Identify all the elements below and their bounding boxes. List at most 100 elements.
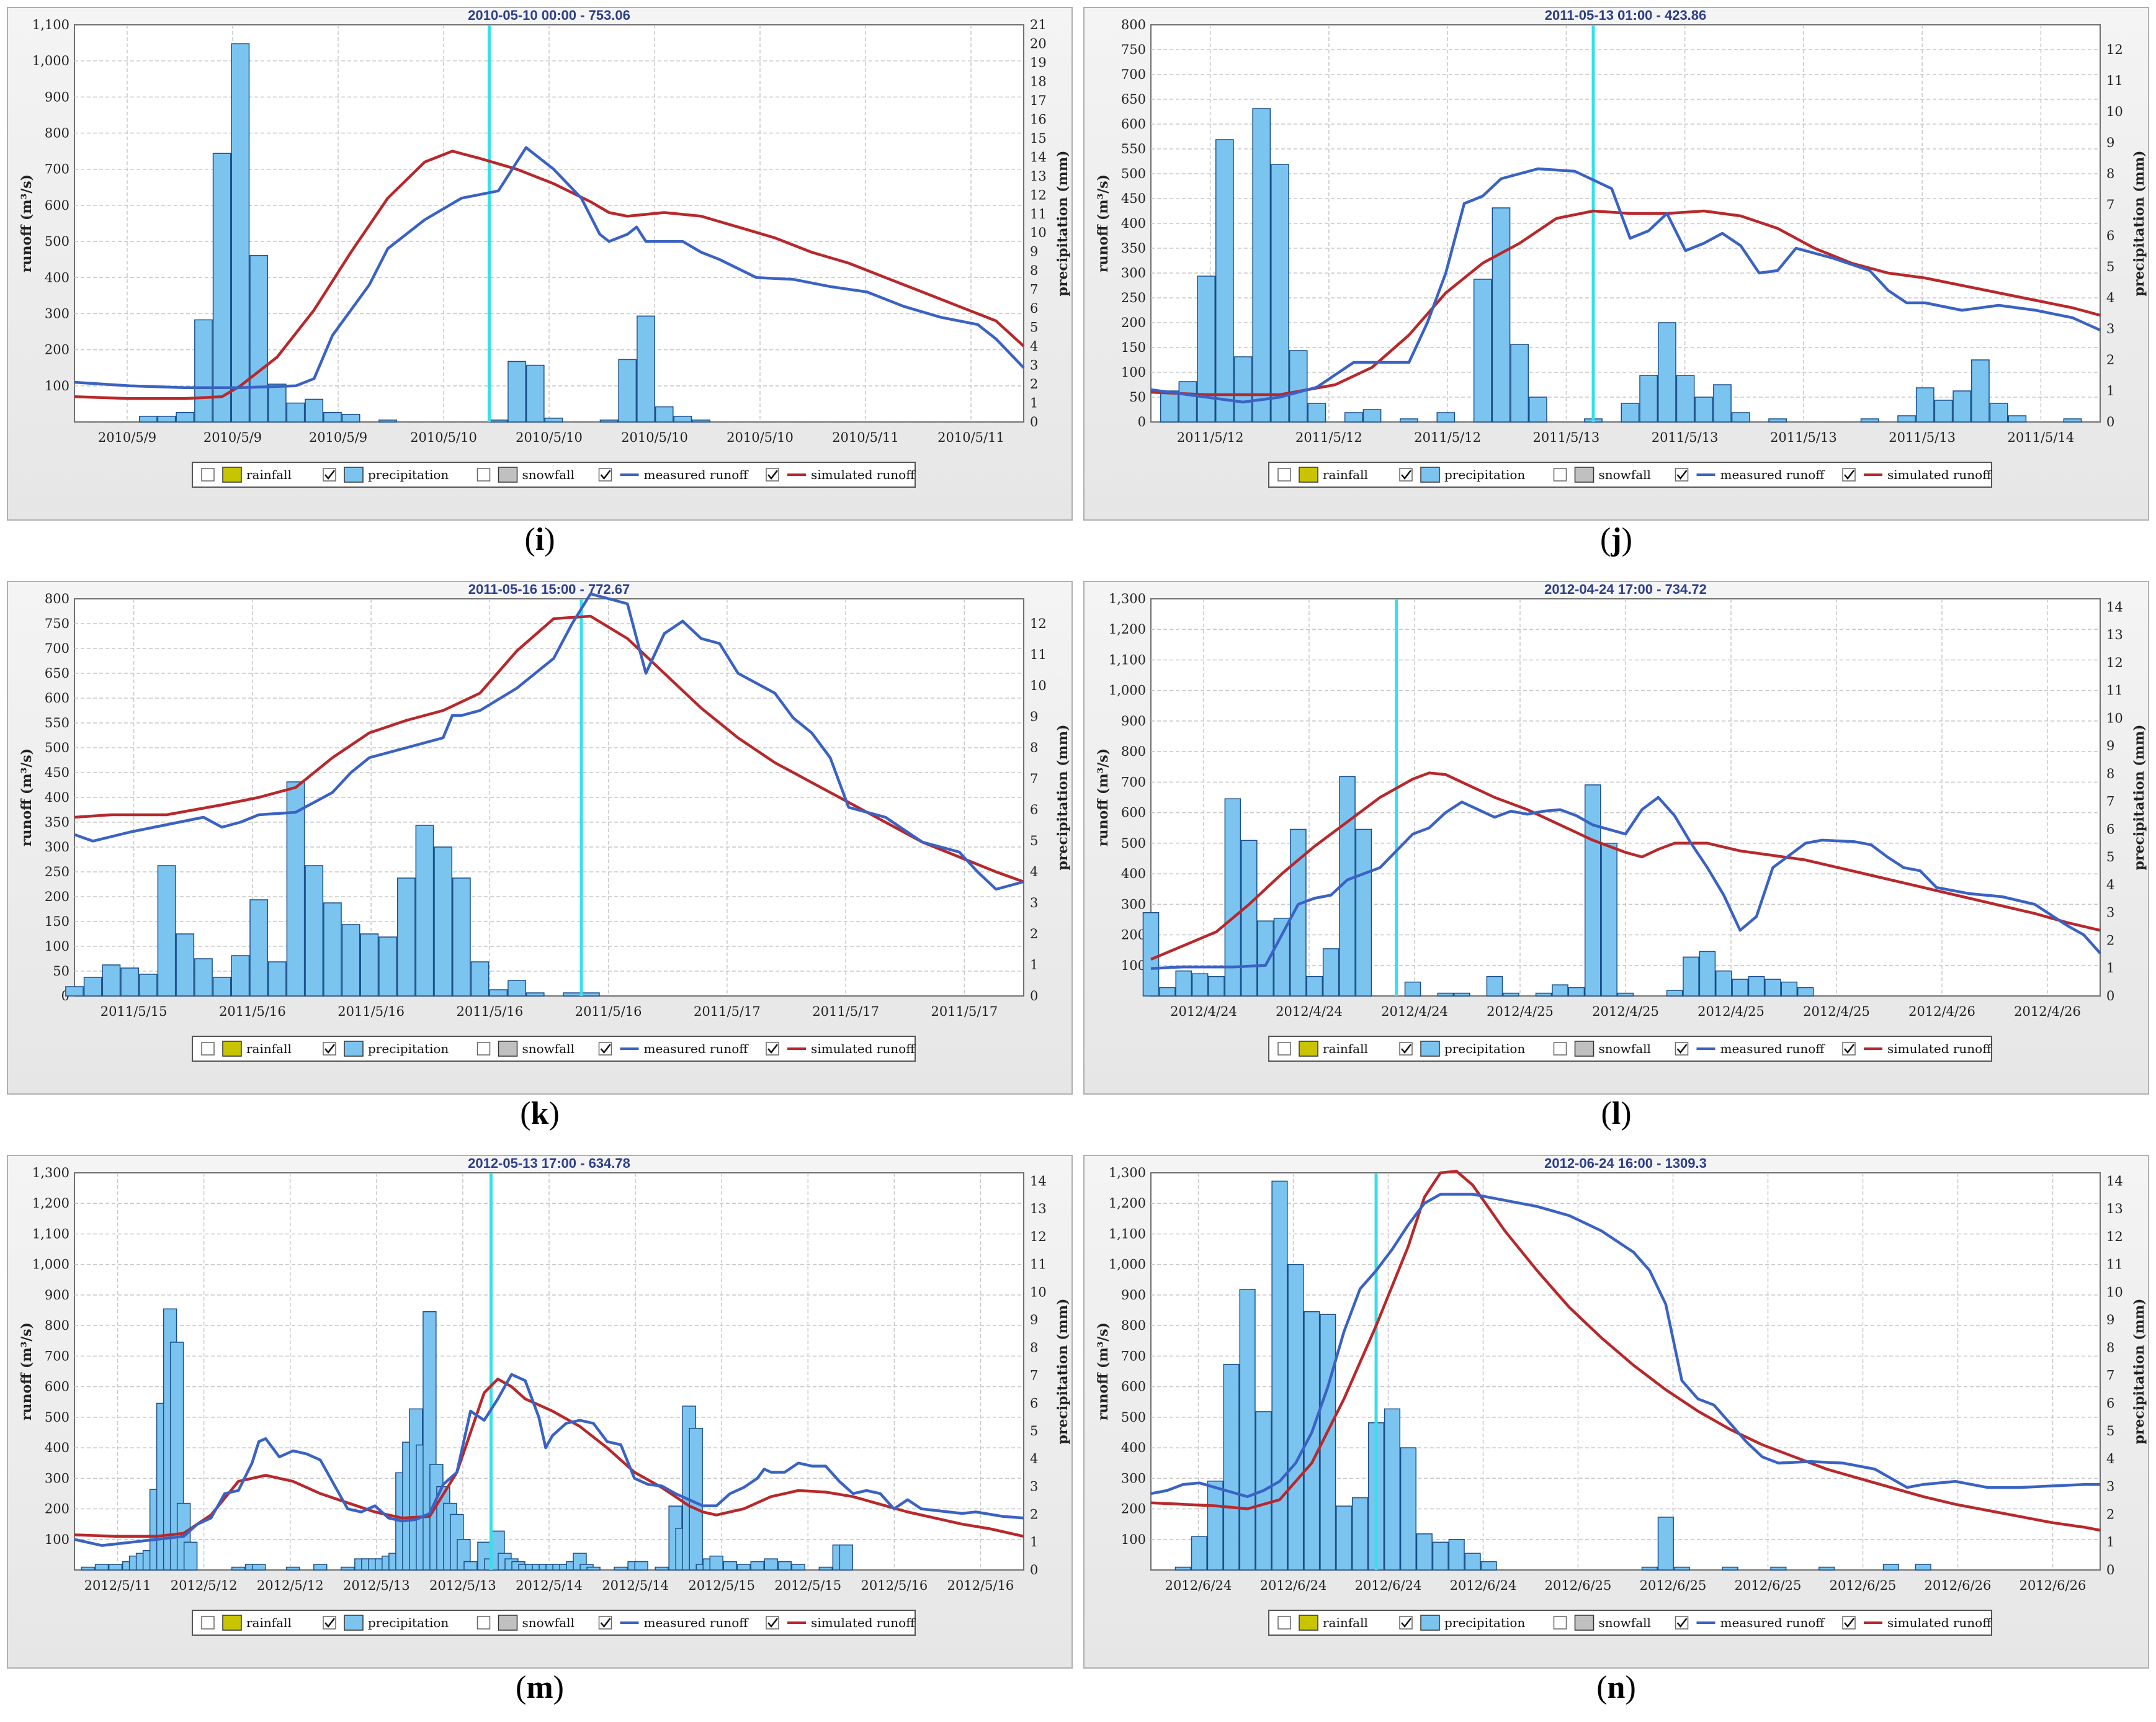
precipitation-bar	[396, 877, 416, 997]
legend-checkbox-rainfall	[1277, 468, 1291, 482]
caption-i: (i)	[524, 522, 555, 557]
precipitation-bar	[764, 1558, 778, 1571]
y-tick-label: 600	[1121, 805, 1146, 820]
y2-tick-label: 11	[1030, 1257, 1047, 1272]
precipitation-bar	[1713, 384, 1732, 423]
x-tick-label: 2010/5/11	[937, 430, 1004, 445]
precipitation-bar	[305, 865, 324, 997]
y2-tick-label: 10	[1030, 1285, 1047, 1299]
measured-runoff-line	[74, 592, 1024, 891]
x-tick-label: 2011/5/16	[457, 1004, 524, 1019]
precipitation-bar	[1239, 1289, 1256, 1571]
simulated-runoff-line	[1150, 771, 2101, 961]
y-tick-label: 350	[1121, 241, 1146, 256]
y-tick-label: 1,000	[1109, 1257, 1146, 1272]
y-tick-label: 450	[1121, 191, 1146, 206]
precipitation-bar	[102, 964, 121, 997]
y-tick-label: 900	[45, 89, 69, 104]
legend-check-simulated	[1844, 1618, 1854, 1628]
precipitation-bar	[1400, 1447, 1416, 1571]
legend-label-precipitation: precipitation	[1444, 1041, 1525, 1056]
legend-label-precipitation: precipitation	[1444, 1615, 1525, 1630]
y-tick-label: 650	[1121, 92, 1146, 107]
y2-tick-label: 6	[1030, 1396, 1038, 1410]
precipitation-bar	[463, 1561, 478, 1571]
precipitation-bar	[1307, 403, 1326, 423]
y2-tick-label: 10	[2106, 1285, 2123, 1299]
y-tick-label: 900	[1121, 1288, 1146, 1303]
precipitation-bar	[1694, 397, 1714, 423]
y2-tick-label: 4	[2106, 877, 2114, 892]
y2-axis-title: precipitation (mm)	[1055, 1298, 1071, 1444]
y-tick-label: 350	[45, 815, 69, 830]
precipitation-bar	[1673, 1566, 1690, 1571]
y2-tick-label: 2	[1030, 926, 1038, 941]
legend: rainfall precipitation snowfall measured ru…	[1268, 462, 1992, 488]
y2-tick-label: 0	[1030, 989, 1038, 1003]
legend-swatch-rainfall	[222, 1041, 242, 1057]
y2-tick-label: 9	[1030, 244, 1038, 259]
legend-label-simulated: simulated runoff	[1887, 467, 1992, 482]
legend-checkbox-snowfall	[476, 1042, 491, 1056]
y-tick-label: 1,000	[1109, 683, 1146, 698]
precipitation-bar	[489, 989, 508, 997]
y-tick-label: 1,300	[1109, 1165, 1146, 1180]
y2-tick-label: 9	[2106, 1312, 2114, 1327]
precipitation-bar	[1271, 1180, 1288, 1571]
precipitation-bar	[1306, 975, 1323, 997]
precipitation-bar	[1432, 1541, 1449, 1571]
y2-tick-label: 11	[1030, 647, 1047, 662]
caption-l: (l)	[1601, 1096, 1632, 1131]
caption-k: (k)	[520, 1096, 560, 1131]
chart-svg-j: 2011-05-13 01:00 - 423.86050100150200250…	[1083, 7, 2149, 521]
y2-tick-label: 14	[1030, 150, 1047, 164]
precipitation-bar	[1437, 992, 1454, 997]
precipitation-bar	[581, 992, 600, 997]
precipitation-bar	[176, 933, 195, 997]
precipitation-bar	[1657, 322, 1676, 423]
y2-tick-label: 6	[2106, 1396, 2114, 1410]
y-tick-label: 750	[45, 616, 69, 631]
chart-title: 2010-05-10 00:00 - 753.06	[468, 7, 630, 23]
y2-tick-label: 1	[1030, 1535, 1038, 1549]
precipitation-bar	[1480, 1561, 1497, 1571]
y2-tick-label: 3	[2106, 905, 2114, 920]
y2-tick-label: 5	[1030, 320, 1038, 335]
y-tick-label: 50	[53, 964, 69, 979]
precipitation-bar	[709, 1555, 723, 1571]
y-tick-label: 400	[1121, 866, 1146, 881]
y2-tick-label: 0	[1030, 415, 1038, 429]
precipitation-bar	[1765, 979, 1781, 997]
chart-svg-n: 2012-06-24 16:00 - 1309.3100200300400500…	[1083, 1155, 2149, 1669]
y-tick-label: 100	[1121, 1532, 1146, 1547]
precipitation-bar	[1352, 1497, 1369, 1571]
legend-label-measured: measured runoff	[1720, 467, 1826, 482]
x-tick-label: 2012/5/16	[947, 1578, 1014, 1593]
y-tick-label: 550	[45, 715, 69, 730]
y-tick-label: 100	[1121, 365, 1146, 380]
legend-check-measured	[1676, 1044, 1688, 1054]
x-tick-label: 2012/5/14	[602, 1578, 669, 1593]
y2-tick-label: 7	[2106, 1368, 2114, 1383]
precipitation-bar	[157, 416, 176, 423]
legend-swatch-snowfall	[1574, 1041, 1595, 1057]
legend-label-precipitation: precipitation	[1444, 467, 1525, 482]
y2-tick-label: 11	[2106, 1257, 2123, 1272]
y-tick-label: 700	[1121, 774, 1146, 789]
legend-check-simulated	[767, 1044, 778, 1054]
precipitation-bar	[839, 1544, 854, 1571]
x-tick-label: 2011/5/16	[575, 1004, 642, 1019]
precipitation-bar	[157, 865, 176, 997]
x-axis: 2010/5/9 2010/5/9 2010/5/9 2010/5/10 2010/5/…	[98, 25, 1004, 445]
precipitation-bar	[267, 383, 287, 423]
precipitation-bar	[1224, 798, 1241, 997]
y-tick-label: 700	[1121, 1348, 1146, 1363]
legend-swatch-rainfall	[222, 1615, 242, 1631]
y2-tick-label: 9	[2106, 738, 2114, 753]
y-tick-label: 300	[45, 306, 69, 321]
precipitation-bar	[1492, 207, 1511, 423]
precipitation-bar	[176, 412, 195, 423]
